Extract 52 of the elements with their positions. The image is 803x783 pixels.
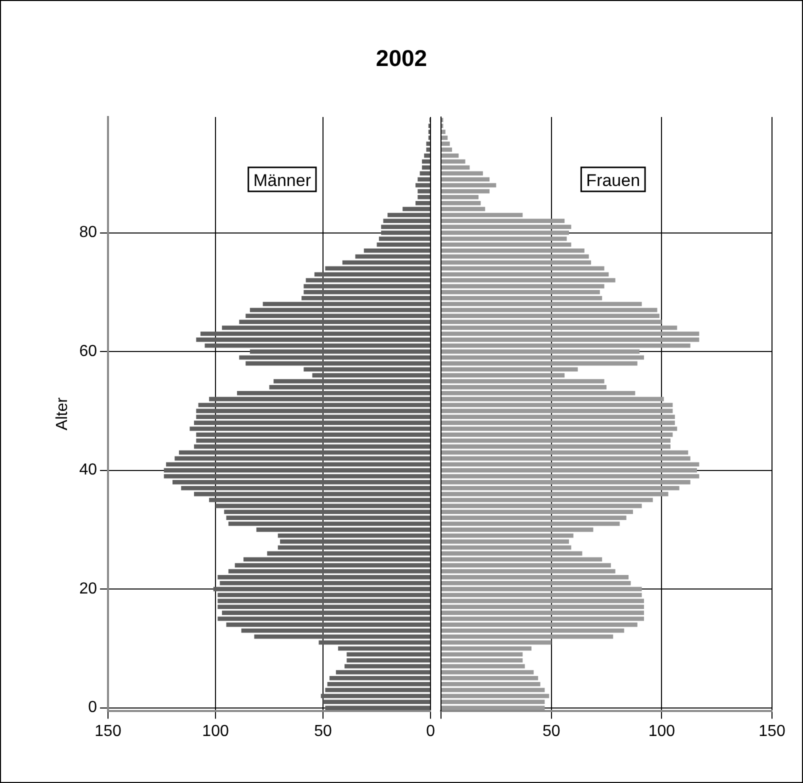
bar: [388, 212, 430, 218]
bar: [442, 545, 572, 550]
bar: [442, 402, 673, 408]
text: Frauen: [586, 171, 640, 190]
y-axis-title: Alter: [54, 396, 72, 430]
bar: [278, 545, 430, 550]
y-tick-label: 80: [79, 224, 98, 242]
x-tick-label: 50: [542, 722, 560, 740]
bar: [355, 254, 430, 259]
bar: [325, 688, 430, 692]
bar: [442, 592, 642, 598]
x-tick-label: 50: [314, 722, 332, 740]
bar: [239, 355, 430, 360]
bar: [442, 355, 644, 360]
y-tick-label: 60: [79, 342, 98, 360]
bar: [262, 302, 430, 306]
x-tick-label: 100: [648, 722, 676, 740]
x-tick-label: 100: [202, 722, 229, 740]
bar: [442, 640, 552, 645]
bar: [250, 308, 430, 312]
y-tick-label: 40: [79, 462, 98, 479]
bar: [442, 302, 642, 306]
bar: [442, 212, 523, 218]
bar: [320, 694, 430, 698]
x-tick-label: 150: [94, 722, 122, 740]
bar: [178, 450, 430, 455]
bar: [402, 206, 430, 212]
y-tick-label: 20: [79, 580, 98, 598]
bar: [218, 592, 430, 598]
bar: [338, 646, 430, 651]
bar: [442, 688, 545, 692]
bar: [442, 206, 486, 212]
bar: [442, 450, 688, 455]
bar: [318, 640, 430, 645]
bar: [442, 694, 550, 698]
bar: [442, 308, 658, 312]
y-tick-label: 0: [88, 699, 98, 716]
bar: [209, 498, 430, 502]
text: Männer: [253, 171, 312, 190]
bar: [442, 165, 470, 170]
bar: [442, 254, 589, 259]
bar: [422, 159, 430, 164]
bar: [442, 646, 532, 651]
bar: [342, 260, 430, 265]
bar: [442, 260, 592, 265]
bar: [442, 159, 466, 164]
bar: [442, 498, 653, 502]
bar: [422, 165, 430, 170]
x-tick-label: 0: [426, 722, 436, 740]
bar: [198, 402, 430, 408]
chart-title: 2002: [374, 45, 428, 72]
x-tick-label: 150: [758, 722, 786, 740]
